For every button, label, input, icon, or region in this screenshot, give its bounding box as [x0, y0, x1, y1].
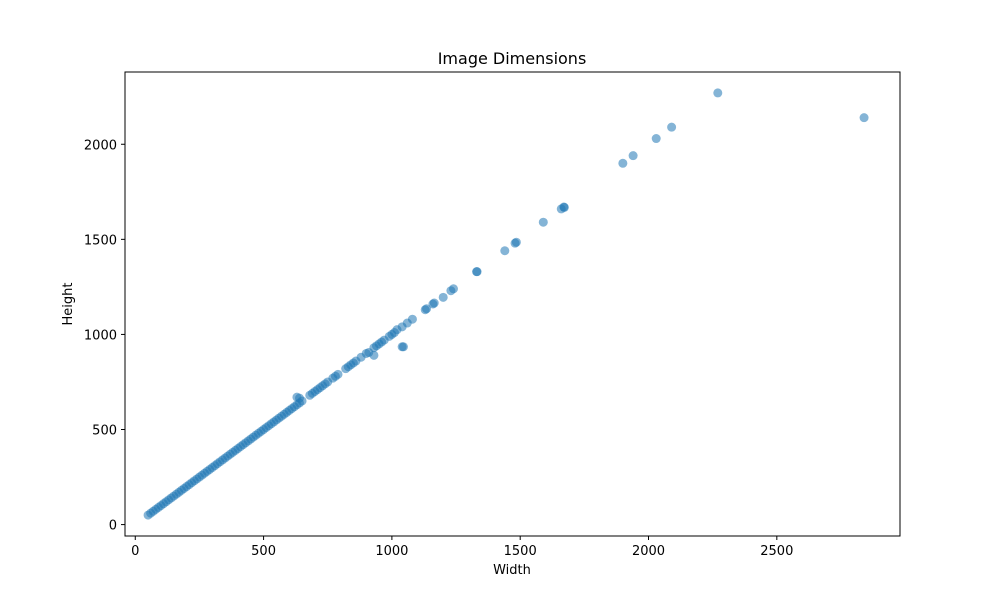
- y-tick-label: 1500: [84, 233, 117, 248]
- data-point: [559, 202, 569, 212]
- data-point: [422, 304, 432, 314]
- data-point: [618, 158, 628, 168]
- data-points: [143, 88, 869, 520]
- data-point: [538, 217, 548, 227]
- data-point: [628, 151, 638, 161]
- x-tick-label: 1000: [375, 544, 408, 559]
- y-tick-label: 2000: [84, 138, 117, 153]
- chart-title: Image Dimensions: [438, 49, 587, 68]
- y-axis: 0 500 1000 1500 2000: [84, 138, 125, 534]
- data-point: [407, 314, 417, 324]
- data-point: [398, 342, 408, 352]
- x-tick-label: 1500: [504, 544, 537, 559]
- y-tick-label: 0: [109, 519, 117, 534]
- y-tick-label: 1000: [84, 328, 117, 343]
- data-point: [295, 393, 304, 403]
- data-point: [472, 267, 482, 277]
- data-point: [713, 88, 723, 98]
- y-tick-label: 500: [92, 424, 117, 439]
- data-point: [500, 246, 510, 256]
- data-point: [651, 134, 661, 144]
- data-point: [429, 298, 439, 308]
- data-point: [448, 284, 458, 294]
- data-point: [859, 113, 869, 123]
- x-axis: 0 500 1000 1500 2000 2500: [131, 536, 793, 559]
- data-point: [333, 369, 343, 379]
- x-tick-label: 2500: [760, 544, 793, 559]
- plot-frame: [124, 71, 901, 537]
- data-point: [438, 292, 448, 302]
- data-point: [511, 237, 521, 247]
- x-tick-label: 500: [251, 544, 276, 559]
- data-point: [667, 122, 677, 132]
- x-axis-label: Width: [493, 563, 531, 578]
- y-axis-label: Height: [61, 283, 76, 326]
- x-tick-label: 0: [131, 544, 139, 559]
- x-tick-label: 2000: [632, 544, 665, 559]
- data-point: [369, 350, 379, 360]
